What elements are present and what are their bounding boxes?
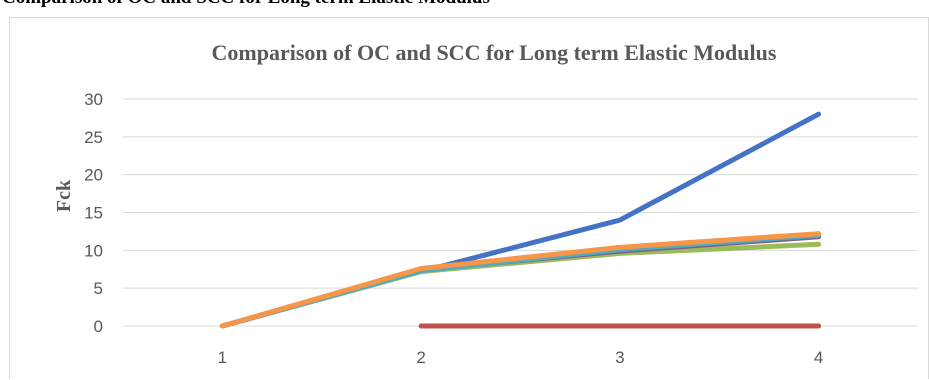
gridlines: [123, 98, 918, 327]
y-tick-label: 5: [94, 279, 103, 298]
y-tick-label: 10: [84, 241, 103, 260]
x-tick-label: 2: [416, 348, 425, 367]
y-tick-labels: 0 5 10 15 20 25 30: [84, 90, 103, 336]
y-tick-label: 15: [84, 204, 103, 223]
y-tick-label: 25: [84, 128, 103, 147]
line-chart: Comparison of OC and SCC for Long term E…: [53, 40, 918, 367]
chart-title: Comparison of OC and SCC for Long term E…: [212, 40, 777, 65]
chart-frame: Comparison of OC and SCC for Long term E…: [9, 17, 929, 379]
x-tick-label: 1: [218, 348, 227, 367]
document-heading: Comparison of OC and SCC for Long term E…: [2, 0, 490, 9]
x-tick-label: 3: [615, 348, 624, 367]
y-tick-label: 30: [84, 90, 103, 109]
y-axis-label: Fck: [53, 179, 75, 212]
x-tick-labels: 1 2 3 4: [218, 348, 824, 367]
series-line-6: [219, 231, 822, 329]
series-line-1: [219, 111, 822, 329]
y-tick-label: 20: [84, 166, 103, 185]
series-lines: [219, 111, 822, 329]
x-tick-label: 4: [814, 348, 823, 367]
y-tick-label: 0: [94, 317, 103, 336]
